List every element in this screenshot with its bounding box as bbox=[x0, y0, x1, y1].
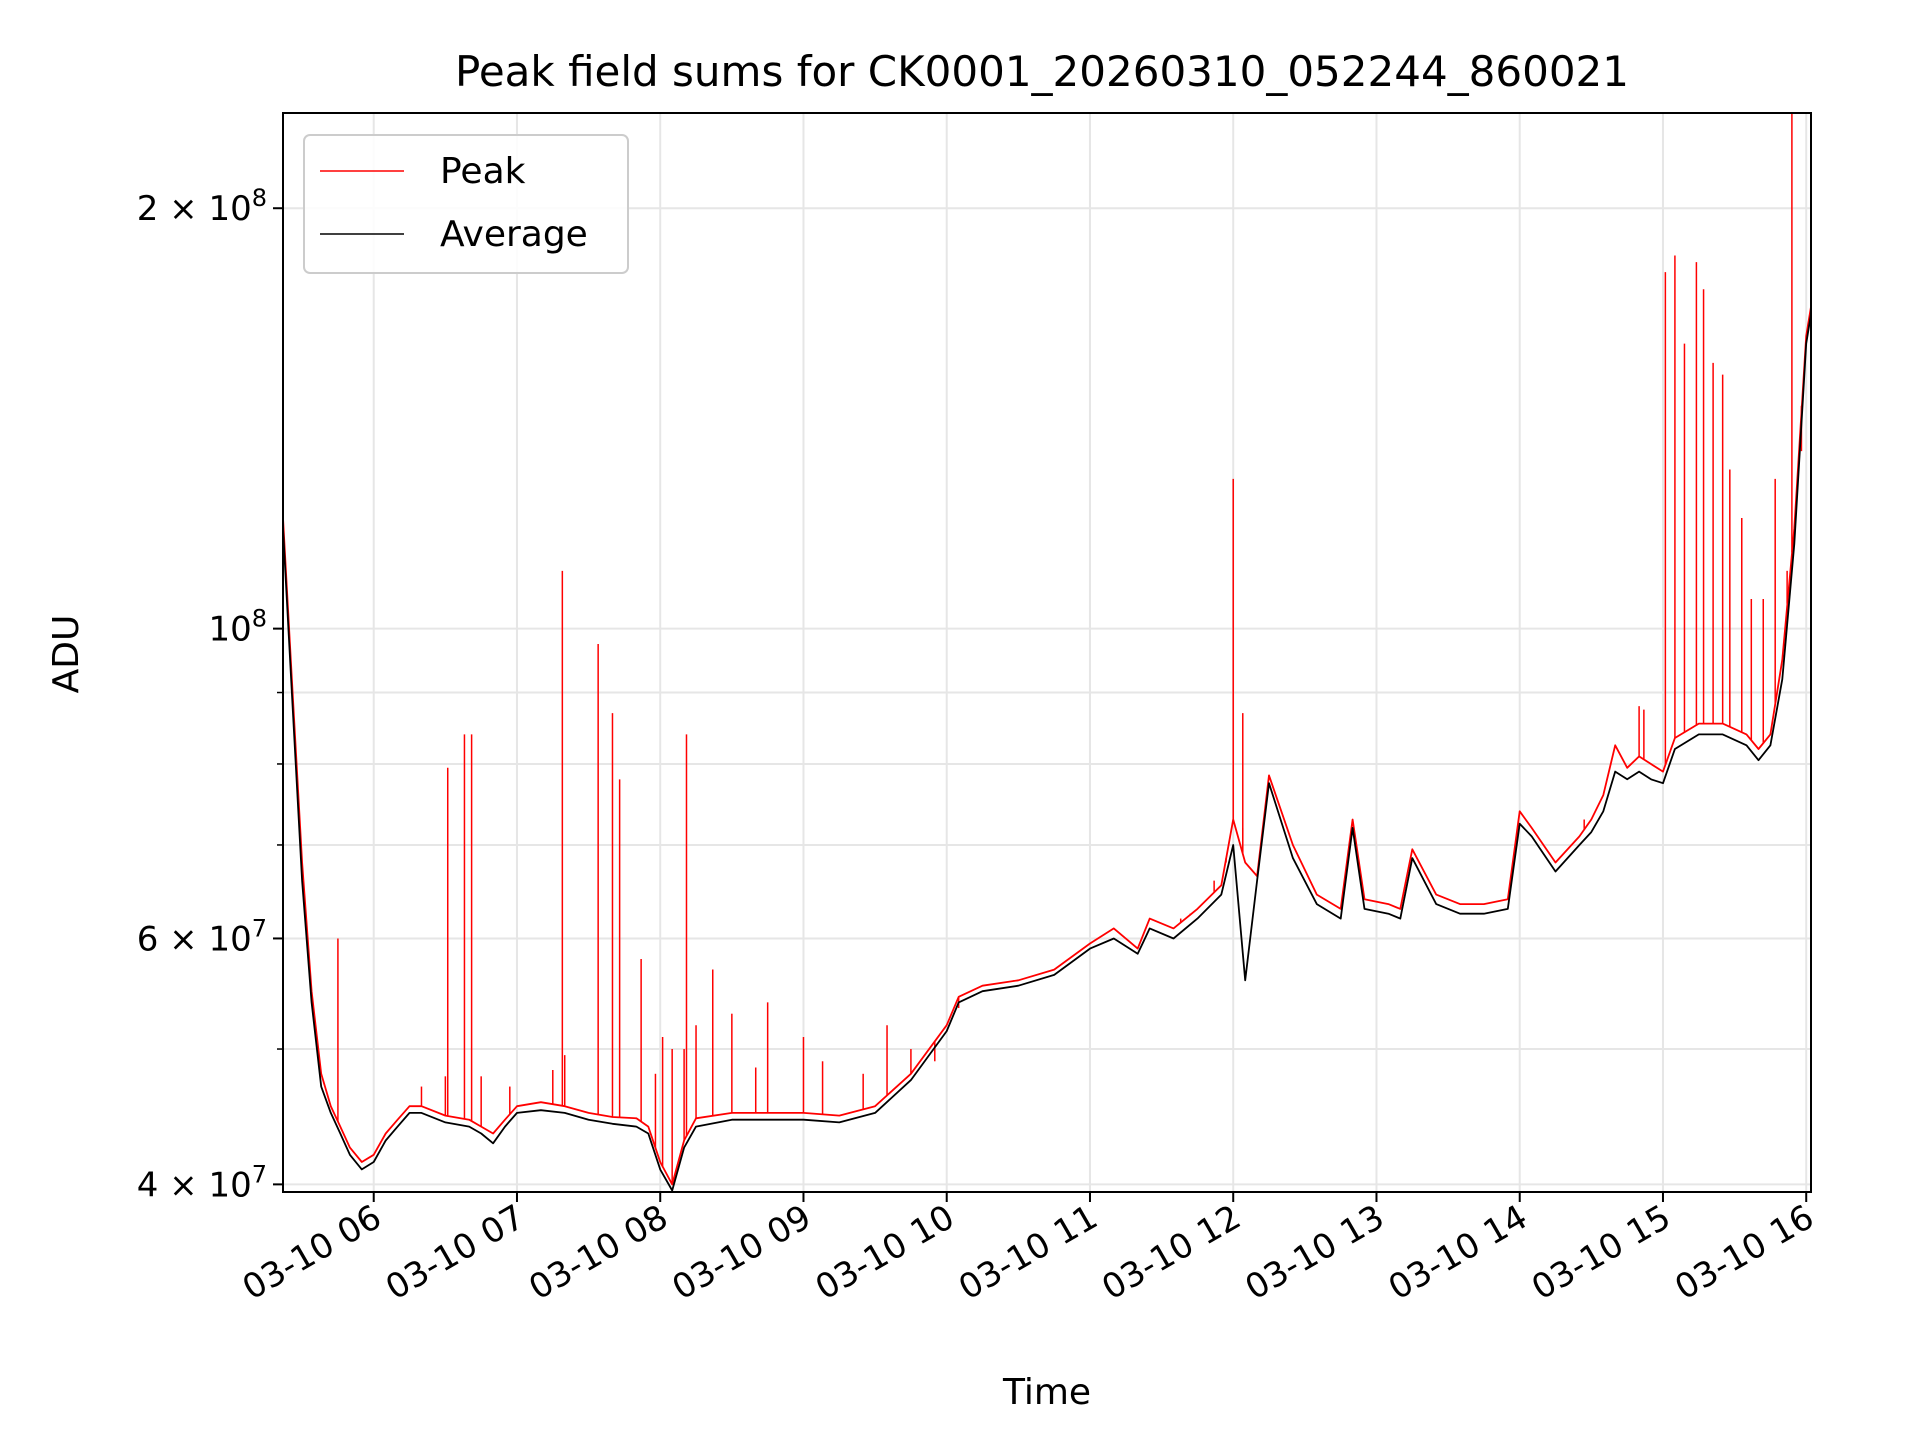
legend-label-average: Average bbox=[440, 214, 588, 255]
x-axis-label: Time bbox=[1002, 1372, 1091, 1413]
series-line-average bbox=[283, 313, 1811, 1192]
chart-title: Peak field sums for CK0001_20260310_0522… bbox=[455, 47, 1629, 96]
legend: Peak Average bbox=[303, 134, 629, 274]
y-tick-label: 2 × 108 bbox=[137, 184, 267, 229]
y-tick-label: 108 bbox=[208, 605, 267, 650]
legend-box bbox=[303, 134, 629, 274]
legend-label-peak: Peak bbox=[440, 151, 526, 192]
y-axis-label: ADU bbox=[46, 615, 87, 694]
y-tick-label: 4 × 107 bbox=[137, 1160, 267, 1205]
grid bbox=[283, 113, 1811, 1192]
series-line-peak bbox=[283, 306, 1811, 1186]
y-axis: 4 × 107 6 × 107 108 2 × 108 bbox=[137, 184, 283, 1205]
plot-frame bbox=[282, 112, 1812, 1193]
series-layer bbox=[283, 113, 1811, 1192]
y-tick-label: 6 × 107 bbox=[137, 914, 267, 959]
